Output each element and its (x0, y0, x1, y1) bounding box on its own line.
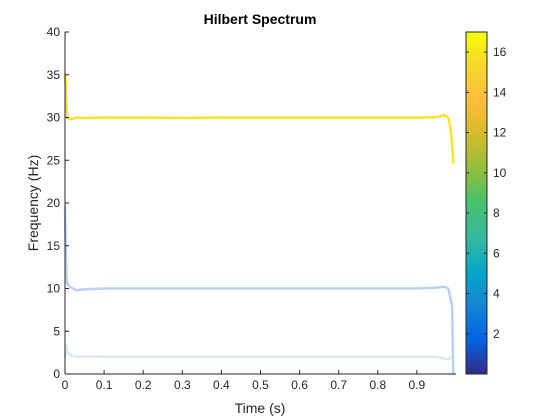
colorbar-tick-label: 16 (493, 45, 507, 59)
x-axis-label: Time (s) (235, 400, 286, 416)
colorbar-ticks: 2 4 6 8 10 12 14 16 (466, 45, 507, 341)
y-tick-label: 20 (47, 196, 61, 210)
colorbar-tick-label: 8 (493, 206, 500, 220)
y-tick-label: 25 (47, 153, 61, 167)
x-tick-label: 0.4 (213, 378, 230, 392)
y-tick-label: 35 (47, 68, 61, 82)
y-tick-label: 15 (47, 239, 61, 253)
y-axis-label: Frequency (Hz) (25, 155, 41, 251)
series-line-0 (63, 73, 455, 165)
x-tick-label: 0 (62, 378, 69, 392)
colorbar-gradient (465, 31, 488, 375)
series-layer (63, 73, 455, 376)
y-tick-label: 0 (53, 367, 60, 381)
series-line-2 (63, 344, 452, 361)
y-tick-label: 5 (53, 324, 60, 338)
y-tick-label: 10 (47, 282, 61, 296)
x-tick-label: 0.1 (96, 378, 113, 392)
colorbar-tick-label: 12 (493, 126, 507, 140)
x-tick-label: 0.8 (369, 378, 386, 392)
y-tick-label: 30 (47, 111, 61, 125)
chart-title: Hilbert Spectrum (204, 11, 317, 27)
x-tick-label: 0.7 (330, 378, 347, 392)
x-tick-label: 0.9 (409, 378, 426, 392)
y-tick-label: 40 (47, 25, 61, 39)
colorbar: 2 4 6 8 10 12 14 16 (465, 31, 507, 375)
colorbar-tick-label: 6 (493, 246, 500, 260)
colorbar-tick-label: 10 (493, 166, 507, 180)
y-axis-ticks: 0 5 10 15 20 25 30 35 40 (47, 25, 69, 381)
x-tick-label: 0.5 (252, 378, 269, 392)
x-axis-ticks: 0 0.1 0.2 0.3 0.4 0.5 0.6 0.7 0.8 0.9 (62, 370, 426, 392)
x-tick-label: 0.2 (135, 378, 152, 392)
colorbar-tick-label: 4 (493, 287, 500, 301)
plot-area (65, 32, 456, 374)
series-line-1 (63, 206, 455, 376)
colorbar-tick-label: 14 (493, 85, 507, 99)
x-tick-label: 0.6 (291, 378, 308, 392)
colorbar-tick-label: 2 (493, 327, 500, 341)
x-tick-label: 0.3 (174, 378, 191, 392)
